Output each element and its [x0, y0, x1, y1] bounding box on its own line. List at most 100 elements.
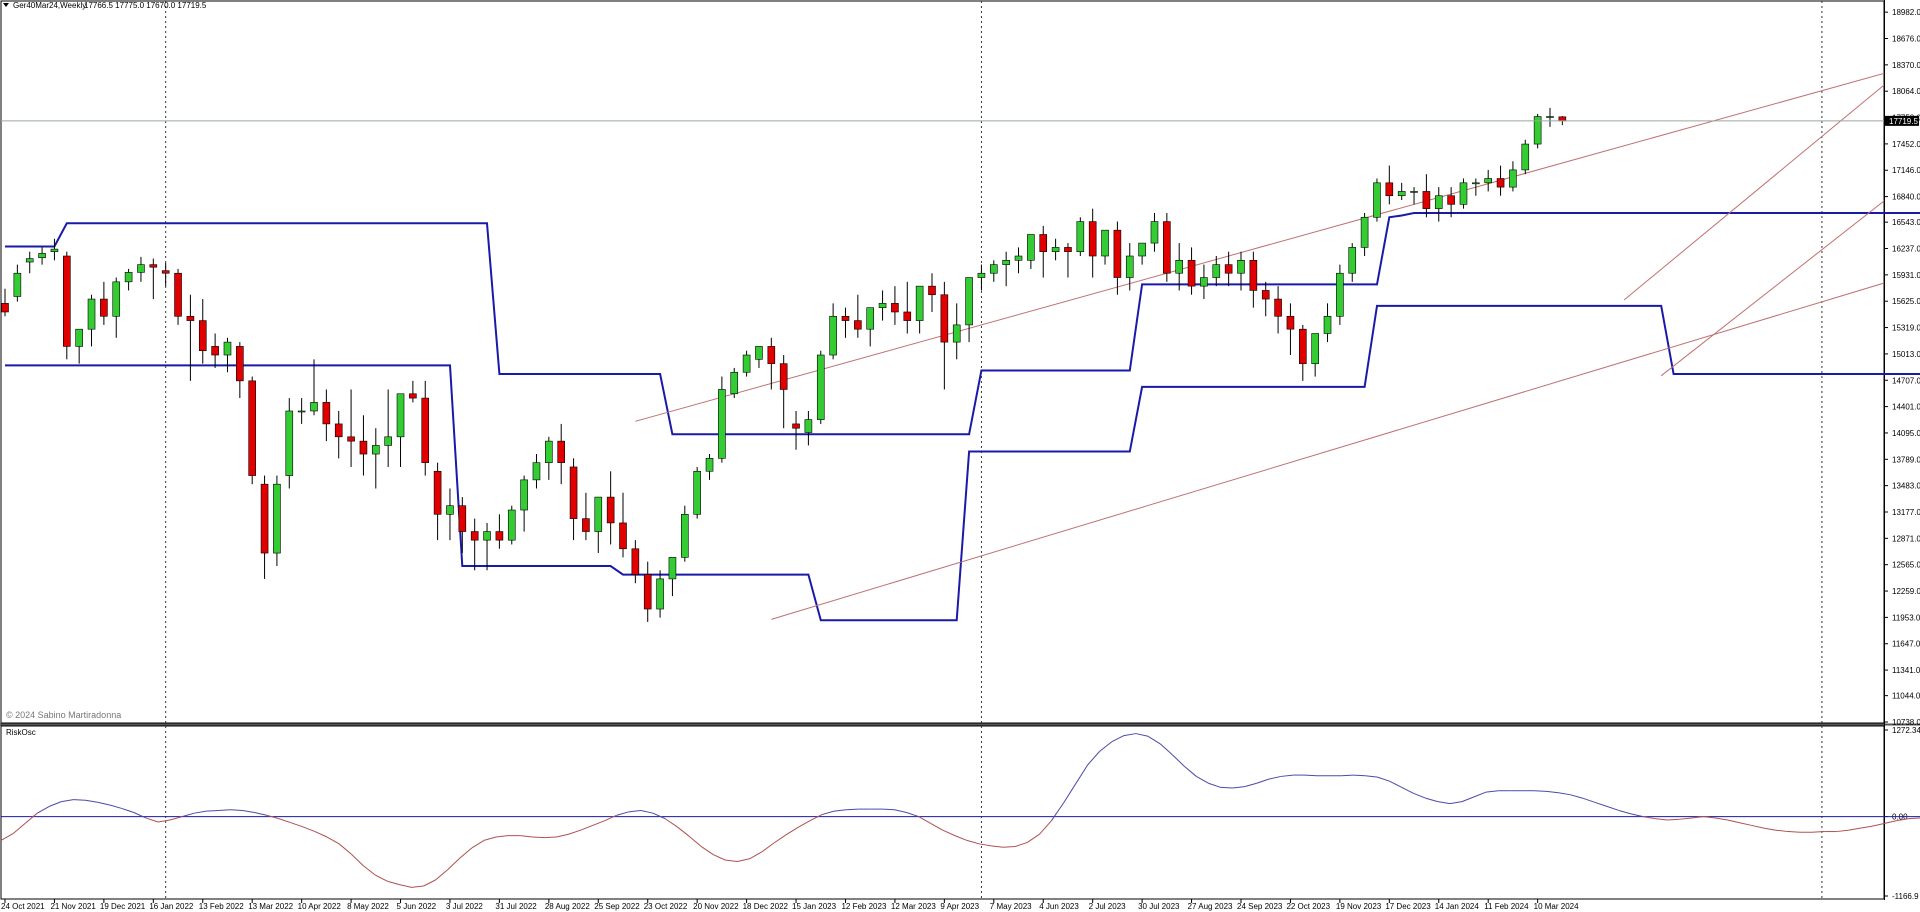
candle-body — [594, 496, 603, 532]
osc-segment — [362, 865, 376, 876]
osc-segment — [399, 884, 412, 888]
candle-body — [1348, 247, 1357, 274]
trend-line[interactable] — [635, 0, 1920, 422]
osc-segment — [73, 799, 86, 801]
candle-body — [557, 440, 566, 463]
osc-segment — [12, 823, 26, 834]
osc-segment — [181, 812, 195, 818]
trend-line[interactable] — [1623, 0, 1920, 301]
candle-body — [841, 315, 850, 321]
osc-segment — [423, 879, 436, 887]
y-tick-label: 18982.0 — [1892, 8, 1920, 17]
osc-segment — [61, 799, 74, 803]
candle-body — [643, 574, 652, 610]
osc-segment — [978, 843, 992, 847]
candle-body — [347, 436, 355, 442]
candle — [816, 350, 825, 424]
x-tick-label: 16 Jan 2022 — [149, 902, 194, 911]
candle-body — [1385, 182, 1394, 197]
candle — [730, 367, 739, 399]
candle-body — [38, 253, 46, 259]
candle-body — [755, 346, 763, 360]
candle-body — [446, 505, 454, 515]
y-tick-label: 15625.0 — [1892, 297, 1920, 306]
trend-line[interactable] — [1660, 0, 1920, 377]
osc-segment — [1377, 776, 1390, 782]
candle-body — [1336, 272, 1344, 317]
candle-body — [1373, 182, 1381, 218]
trend-line[interactable] — [771, 156, 1920, 620]
candle-body — [1422, 191, 1431, 209]
candle-body — [1533, 116, 1542, 145]
candle — [483, 522, 491, 571]
candle — [928, 273, 936, 312]
candle-body — [1224, 264, 1233, 274]
y-tick-label: 14707.0 — [1892, 376, 1920, 385]
candle — [273, 475, 281, 566]
candle-body — [1027, 234, 1035, 261]
candle — [1459, 178, 1468, 209]
x-tick-label: 25 Sep 2022 — [594, 902, 640, 911]
x-tick-label: 19 Nov 2023 — [1336, 902, 1382, 911]
osc-segment — [1751, 824, 1764, 829]
osc-segment — [1087, 750, 1101, 766]
osc-segment — [894, 809, 907, 813]
osc-segment — [1075, 764, 1089, 785]
osc-segment — [1461, 796, 1475, 803]
candle — [1422, 174, 1431, 218]
candle — [866, 307, 875, 347]
osc-segment — [1727, 819, 1740, 824]
candle-body — [25, 258, 34, 263]
candle — [841, 307, 850, 338]
osc-segment — [326, 836, 340, 845]
candle-body — [804, 419, 813, 433]
y-tick-label: 18676.0 — [1892, 35, 1920, 44]
chart-header: Ger40Mar24,Weekly 17766.5 17775.0 17670.… — [3, 1, 207, 10]
candle — [1360, 212, 1369, 257]
x-tick-label: 24 Oct 2021 — [1, 902, 45, 911]
osc-segment — [49, 801, 62, 807]
osc-segment — [942, 829, 956, 837]
candle — [25, 251, 34, 274]
candle — [87, 294, 96, 347]
osc-segment — [1534, 790, 1547, 792]
x-tick-label: 28 Aug 2022 — [545, 902, 590, 911]
candle — [680, 505, 689, 562]
candle — [915, 285, 924, 334]
osc-segment — [435, 869, 449, 881]
osc-segment — [1063, 783, 1077, 804]
candle-body — [149, 264, 158, 268]
candle — [1261, 281, 1270, 317]
candle — [1163, 212, 1171, 282]
osc-segment — [1196, 776, 1209, 784]
candle-body — [520, 479, 528, 511]
candle — [50, 238, 59, 261]
x-tick-label: 10 Apr 2022 — [298, 902, 342, 911]
candle — [396, 393, 405, 467]
candle — [100, 281, 108, 325]
osc-segment — [1159, 743, 1173, 756]
candle-body — [285, 410, 294, 476]
dropdown-triangle-icon[interactable] — [3, 3, 9, 7]
osc-segment — [664, 818, 678, 828]
candle-body — [656, 578, 664, 610]
y-tick-label: 16840.0 — [1892, 193, 1920, 202]
candle-body — [693, 470, 701, 515]
candle-body — [1459, 182, 1468, 205]
x-tick-label: 13 Feb 2022 — [199, 902, 244, 911]
x-tick-label: 10 Mar 2024 — [1534, 902, 1579, 911]
osc-segment — [0, 833, 14, 841]
candle-body — [569, 466, 578, 519]
osc-segment — [520, 835, 533, 838]
osc-segment — [1280, 774, 1293, 777]
candle — [1496, 165, 1505, 196]
candle-body — [1299, 328, 1307, 364]
osc-segment — [133, 812, 147, 819]
osc-segment — [471, 839, 485, 849]
candle — [421, 380, 430, 476]
osc-segment — [676, 826, 690, 837]
y-tick-label: 12871.0 — [1892, 534, 1920, 543]
candle-body — [1, 303, 9, 313]
candle-body — [421, 397, 430, 463]
channel-upper-line — [5, 212, 1920, 436]
